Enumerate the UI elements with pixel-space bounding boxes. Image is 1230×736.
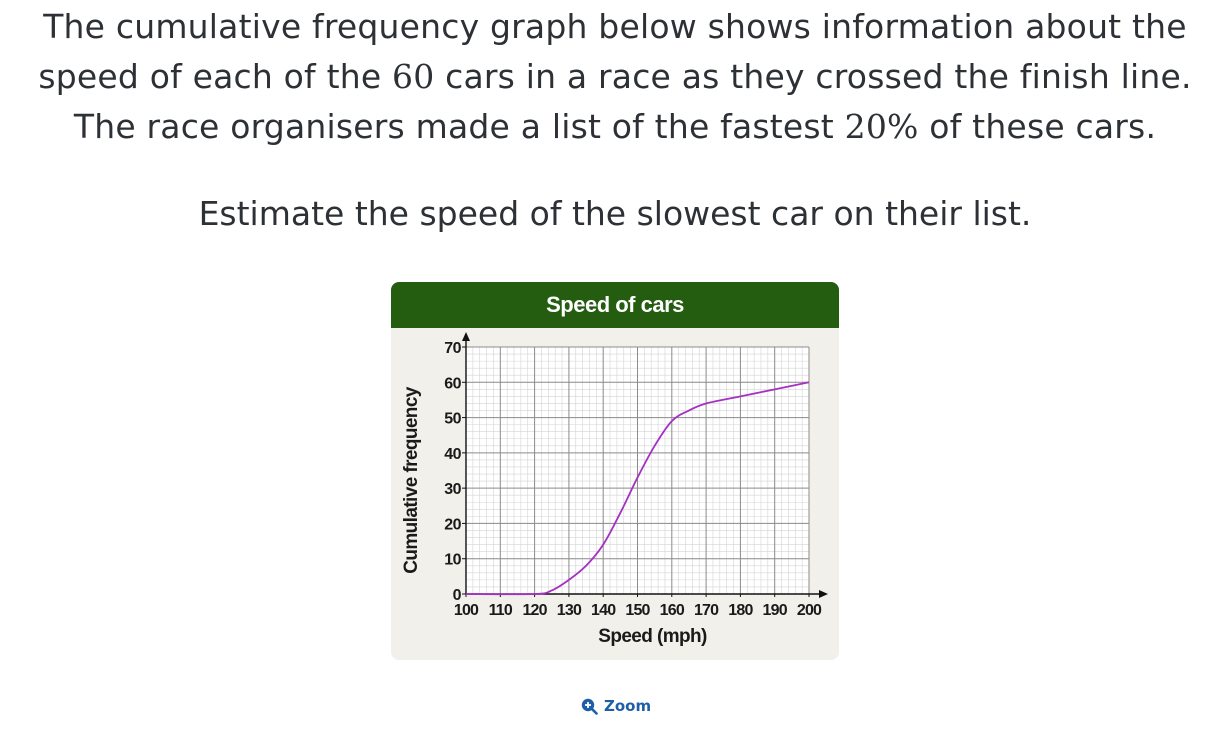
zoom-label: Zoom — [604, 697, 652, 715]
y-axis-arrow — [462, 332, 470, 341]
car-count: 60 — [392, 57, 435, 96]
question-line-2: speed of each of the 60 cars in a race a… — [38, 57, 1192, 96]
zoom-in-icon — [581, 698, 598, 715]
x-tick-label: 190 — [763, 602, 788, 619]
chart-card: Speed of cars 0 10 20 30 40 50 60 70 100 110 120 13… — [391, 282, 839, 660]
y-tick-label: 30 — [444, 481, 461, 498]
y-tick-label: 20 — [444, 516, 461, 533]
cumulative-frequency-curve — [465, 381, 810, 596]
y-tick-label: 60 — [444, 375, 461, 392]
x-tick-label: 100 — [454, 602, 479, 619]
y-tick-label: 0 — [453, 587, 462, 604]
x-tick-label: 140 — [591, 602, 616, 619]
question-line-3: The race organisers made a list of the f… — [73, 107, 1157, 146]
y-axis-label: Cumulative frequency — [401, 386, 422, 574]
x-axis-label: Speed (mph) — [598, 626, 707, 647]
question-prompt: Estimate the speed of the slowest car on… — [198, 194, 1032, 233]
x-tick-label: 180 — [728, 602, 753, 619]
question-line-1: The cumulative frequency graph below sho… — [43, 7, 1187, 46]
x-tick-label: 200 — [797, 602, 822, 619]
y-tick-label: 40 — [444, 446, 461, 463]
cumulative-frequency-chart: 0 10 20 30 40 50 60 70 100 110 120 130 140 150 160 170 1… — [401, 332, 828, 647]
x-tick-label: 160 — [660, 602, 685, 619]
x-tick-label: 130 — [557, 602, 582, 619]
percent-value: 20% — [844, 107, 919, 146]
y-tick-label: 70 — [444, 340, 461, 357]
y-tick-label: 50 — [444, 411, 461, 428]
chart-title: Speed of cars — [391, 282, 839, 328]
x-axis-arrow — [819, 590, 828, 598]
x-tick-label: 120 — [522, 602, 547, 619]
x-tick-label: 170 — [694, 602, 719, 619]
x-tick-label: 110 — [489, 602, 513, 619]
zoom-button[interactable]: Zoom — [580, 694, 651, 718]
y-tick-label: 10 — [444, 552, 461, 569]
question-text: The cumulative frequency graph below sho… — [0, 2, 1230, 152]
x-tick-label: 150 — [625, 602, 650, 619]
